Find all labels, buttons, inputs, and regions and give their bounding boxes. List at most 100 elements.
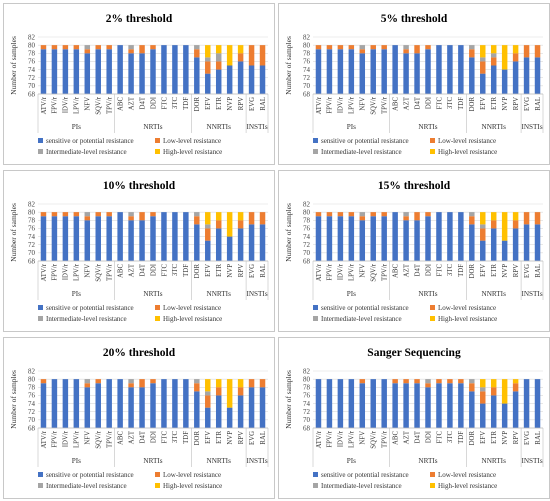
legend-item: Low-level resistance (430, 137, 547, 146)
legend-item: Intermediate-level resistance (313, 315, 430, 324)
bar-segment-high (480, 379, 486, 388)
bar-segment-low (403, 379, 409, 384)
bar-segment-sensitive (480, 73, 486, 94)
bar-segment-sensitive (150, 49, 156, 94)
y-tick-label: 80 (303, 375, 311, 383)
chart-title: 5% threshold (380, 13, 448, 25)
bar-segment-sensitive (117, 212, 123, 261)
bar-segment-sensitive (62, 379, 69, 428)
legend-label: sensitive or potential resistance (46, 137, 134, 145)
bar-segment-sensitive (392, 212, 398, 261)
y-tick-label: 82 (303, 200, 311, 208)
legend-swatch (430, 138, 435, 143)
y-tick-label: 82 (303, 367, 311, 375)
bar-segment-low (194, 49, 200, 58)
y-tick-label: 68 (28, 424, 36, 432)
bar-segment-intermediate (480, 57, 486, 62)
bar-segment-low (84, 216, 91, 221)
bar-segment-low (403, 216, 409, 221)
bar-segment-low (205, 228, 211, 241)
x-tick-label: IDV/r (63, 263, 70, 280)
bar-segment-low (150, 212, 156, 217)
bar-segment-low (348, 45, 355, 50)
bar-segment-high (205, 212, 211, 225)
bar-segment-sensitive (447, 383, 453, 428)
bar-segment-low (359, 216, 366, 221)
bar-segment-sensitive (183, 212, 189, 261)
bar-segment-sensitive (512, 391, 519, 428)
bar-segment-high (512, 45, 519, 54)
y-tick-label: 68 (28, 90, 36, 98)
bar-segment-sensitive (534, 57, 541, 94)
legend-item: sensitive or potential resistance (313, 471, 430, 480)
y-tick-label: 82 (28, 200, 36, 208)
x-tick-label: RPV (513, 431, 520, 444)
legend-swatch (38, 138, 43, 143)
bar-segment-low (73, 212, 80, 217)
bar-segment-sensitive (458, 212, 464, 261)
x-tick-label: DOR (469, 97, 476, 112)
bar-segment-sensitive (501, 69, 508, 94)
x-tick-label: FPV/r (52, 430, 59, 447)
x-tick-label: FTC (161, 97, 168, 110)
bar-segment-sensitive (436, 212, 442, 261)
x-tick-label: EVG (524, 264, 531, 278)
bar-segment-low (128, 49, 134, 54)
bar-segment-low (469, 383, 475, 392)
x-tick-label: NFV (85, 97, 92, 111)
chart-panel: 68 70 72 74 76 78 80 82 Number of samples ATV/r FP… (3, 337, 275, 499)
group-label: NNRTIs (207, 457, 232, 465)
x-tick-label: SQV/r (371, 263, 378, 281)
bar-segment-low (205, 61, 211, 74)
y-tick-label: 74 (28, 233, 36, 241)
bar-segment-sensitive (370, 216, 376, 261)
bar-segment-low (337, 212, 344, 217)
bar-segment-low (248, 379, 255, 388)
bar-segment-sensitive (359, 383, 366, 428)
legend-swatch (155, 316, 160, 321)
bar-segment-sensitive (403, 383, 409, 428)
bar-segment-sensitive (392, 383, 398, 428)
x-tick-label: RAL (535, 431, 542, 445)
bar-segment-sensitive (447, 45, 453, 94)
legend-label: High-level resistance (438, 482, 498, 490)
bar-segment-intermediate (480, 224, 486, 229)
y-tick-label: 68 (303, 90, 311, 98)
bar-segment-low (84, 49, 91, 54)
x-tick-label: EFV (480, 97, 487, 110)
x-tick-label: EFV (480, 431, 487, 444)
y-tick-label: 80 (303, 41, 311, 49)
legend-item: High-level resistance (155, 315, 272, 324)
bar-segment-low (469, 49, 475, 58)
y-axis-title: Number of samples (9, 36, 18, 95)
x-tick-label: NFV (85, 431, 92, 445)
bar-segment-low (84, 383, 91, 388)
x-tick-label: ABC (392, 97, 399, 111)
legend-swatch (430, 483, 435, 488)
bar-segment-sensitive (259, 387, 266, 428)
bar-segment-intermediate (480, 387, 486, 392)
bar-segment-low (414, 212, 420, 221)
bar-segment-low (403, 49, 409, 54)
legend-label: sensitive or potential resistance (321, 137, 409, 145)
bar-segment-sensitive (128, 220, 134, 261)
legend: sensitive or potential resistance Low-lev… (313, 137, 547, 159)
bar-segment-low (523, 212, 530, 225)
bar-segment-sensitive (359, 220, 366, 261)
legend-swatch (155, 483, 160, 488)
x-tick-label: TDF (458, 264, 465, 277)
bar-segment-sensitive (326, 216, 333, 261)
x-tick-label: ATV/r (41, 263, 48, 281)
bar-segment-low (381, 45, 387, 50)
bar-segment-low (359, 49, 366, 54)
x-tick-label: AZT (128, 96, 135, 110)
legend-swatch (155, 138, 160, 143)
legend-item: High-level resistance (155, 482, 272, 491)
y-tick-label: 74 (28, 400, 36, 408)
bar-segment-sensitive (128, 53, 134, 94)
bar-segment-sensitive (315, 216, 322, 261)
legend-swatch (38, 472, 43, 477)
bar-segment-low (150, 45, 156, 50)
legend-swatch (430, 472, 435, 477)
